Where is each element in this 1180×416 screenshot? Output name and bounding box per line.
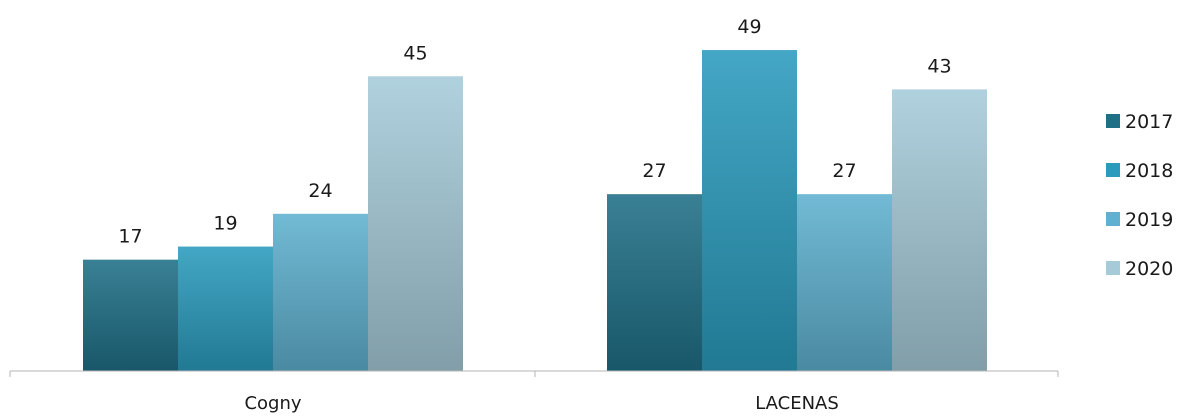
category-label-cogny: Cogny (244, 393, 301, 414)
data-label-lacenas-2018: 49 (737, 16, 761, 38)
category-labels-group: Cogny LACENAS (244, 393, 838, 414)
bars-group (83, 50, 987, 372)
value-labels-group: 17 19 24 45 27 49 27 43 (118, 16, 951, 248)
bar-lacenas-2017 (607, 194, 702, 371)
legend-label-2020: 2020 (1125, 258, 1173, 280)
legend: 2017 2018 2019 2020 (1106, 111, 1173, 280)
legend-label-2018: 2018 (1125, 160, 1173, 182)
legend-swatch-2019 (1106, 212, 1120, 226)
legend-item-2017: 2017 (1106, 111, 1173, 133)
legend-swatch-2020 (1106, 261, 1120, 275)
legend-item-2019: 2019 (1106, 209, 1173, 231)
legend-item-2020: 2020 (1106, 258, 1173, 280)
bar-lacenas-2019 (797, 194, 892, 371)
legend-label-2019: 2019 (1125, 209, 1173, 231)
x-axis-ticks (9, 371, 1059, 377)
bar-cogny-2020 (368, 76, 463, 371)
legend-swatch-2018 (1106, 163, 1120, 177)
data-label-cogny-2018: 19 (213, 213, 237, 235)
data-label-cogny-2019: 24 (308, 180, 332, 202)
data-label-cogny-2020: 45 (403, 42, 427, 64)
bar-lacenas-2020 (892, 89, 987, 371)
bar-cogny-2017 (83, 259, 178, 371)
bar-cogny-2019 (273, 213, 368, 371)
legend-label-2017: 2017 (1125, 111, 1173, 133)
data-label-lacenas-2017: 27 (642, 160, 666, 182)
legend-swatch-2017 (1106, 114, 1120, 128)
data-label-cogny-2017: 17 (118, 226, 142, 248)
bar-lacenas-2018 (702, 50, 797, 372)
legend-item-2018: 2018 (1106, 160, 1173, 182)
data-label-lacenas-2019: 27 (832, 160, 856, 182)
bar-cogny-2018 (178, 246, 273, 371)
category-label-lacenas: LACENAS (755, 393, 839, 414)
data-label-lacenas-2020: 43 (927, 55, 951, 77)
